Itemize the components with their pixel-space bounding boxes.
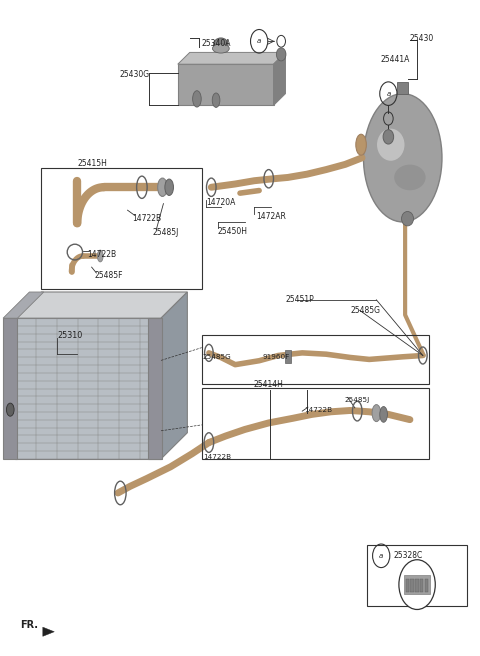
Text: 25485J: 25485J <box>153 228 179 237</box>
Text: 25485G: 25485G <box>203 354 231 360</box>
Text: 14722B: 14722B <box>87 249 116 258</box>
Bar <box>420 579 423 592</box>
Text: 25430G: 25430G <box>120 70 149 79</box>
Circle shape <box>399 560 435 609</box>
Text: 25451P: 25451P <box>286 295 314 304</box>
Ellipse shape <box>157 178 167 196</box>
Bar <box>41 168 202 289</box>
Polygon shape <box>178 52 286 64</box>
Ellipse shape <box>402 211 413 226</box>
Ellipse shape <box>192 91 201 107</box>
Ellipse shape <box>6 403 14 416</box>
Ellipse shape <box>214 38 228 51</box>
Text: 25430: 25430 <box>410 34 434 43</box>
Ellipse shape <box>213 44 229 53</box>
Ellipse shape <box>212 93 220 108</box>
Bar <box>3 318 17 459</box>
Ellipse shape <box>377 129 405 161</box>
Polygon shape <box>43 627 54 636</box>
Text: FR.: FR. <box>20 621 38 630</box>
Ellipse shape <box>380 407 387 422</box>
Ellipse shape <box>394 165 426 190</box>
Text: 25328C: 25328C <box>393 551 422 560</box>
Circle shape <box>383 130 394 144</box>
Bar <box>178 64 274 106</box>
Ellipse shape <box>372 405 381 422</box>
Polygon shape <box>161 292 187 459</box>
Text: 25415H: 25415H <box>77 159 107 167</box>
Text: 14722B: 14722B <box>305 407 333 413</box>
Bar <box>286 350 291 363</box>
Circle shape <box>276 48 286 61</box>
Bar <box>404 575 430 594</box>
Bar <box>148 318 162 459</box>
Text: 91960F: 91960F <box>263 354 290 360</box>
Ellipse shape <box>363 94 442 222</box>
Text: a: a <box>386 91 391 96</box>
Ellipse shape <box>165 179 173 195</box>
Bar <box>415 579 419 592</box>
Bar <box>202 335 429 384</box>
Text: 14722B: 14722B <box>132 213 161 222</box>
Text: 14722B: 14722B <box>203 454 231 460</box>
Bar <box>367 545 468 606</box>
Text: 25485F: 25485F <box>94 271 122 280</box>
Polygon shape <box>3 292 44 318</box>
Text: 25310: 25310 <box>57 331 83 340</box>
Polygon shape <box>15 292 187 318</box>
Bar <box>202 388 429 459</box>
Text: 25340A: 25340A <box>201 39 231 49</box>
Text: a: a <box>379 553 384 559</box>
Text: 25441A: 25441A <box>380 55 409 64</box>
Ellipse shape <box>97 250 103 262</box>
Polygon shape <box>274 52 286 106</box>
Text: a: a <box>257 38 261 45</box>
Bar <box>397 82 408 94</box>
Text: 25414H: 25414H <box>253 380 283 390</box>
Ellipse shape <box>356 134 366 155</box>
Text: 1472AR: 1472AR <box>256 213 286 221</box>
Bar <box>410 579 414 592</box>
Bar <box>425 579 428 592</box>
Text: 25450H: 25450H <box>217 226 248 236</box>
Text: 14720A: 14720A <box>206 198 236 207</box>
Text: 25485G: 25485G <box>350 306 380 315</box>
Bar <box>406 579 409 592</box>
Bar <box>15 318 161 459</box>
Text: 25485J: 25485J <box>344 397 370 403</box>
